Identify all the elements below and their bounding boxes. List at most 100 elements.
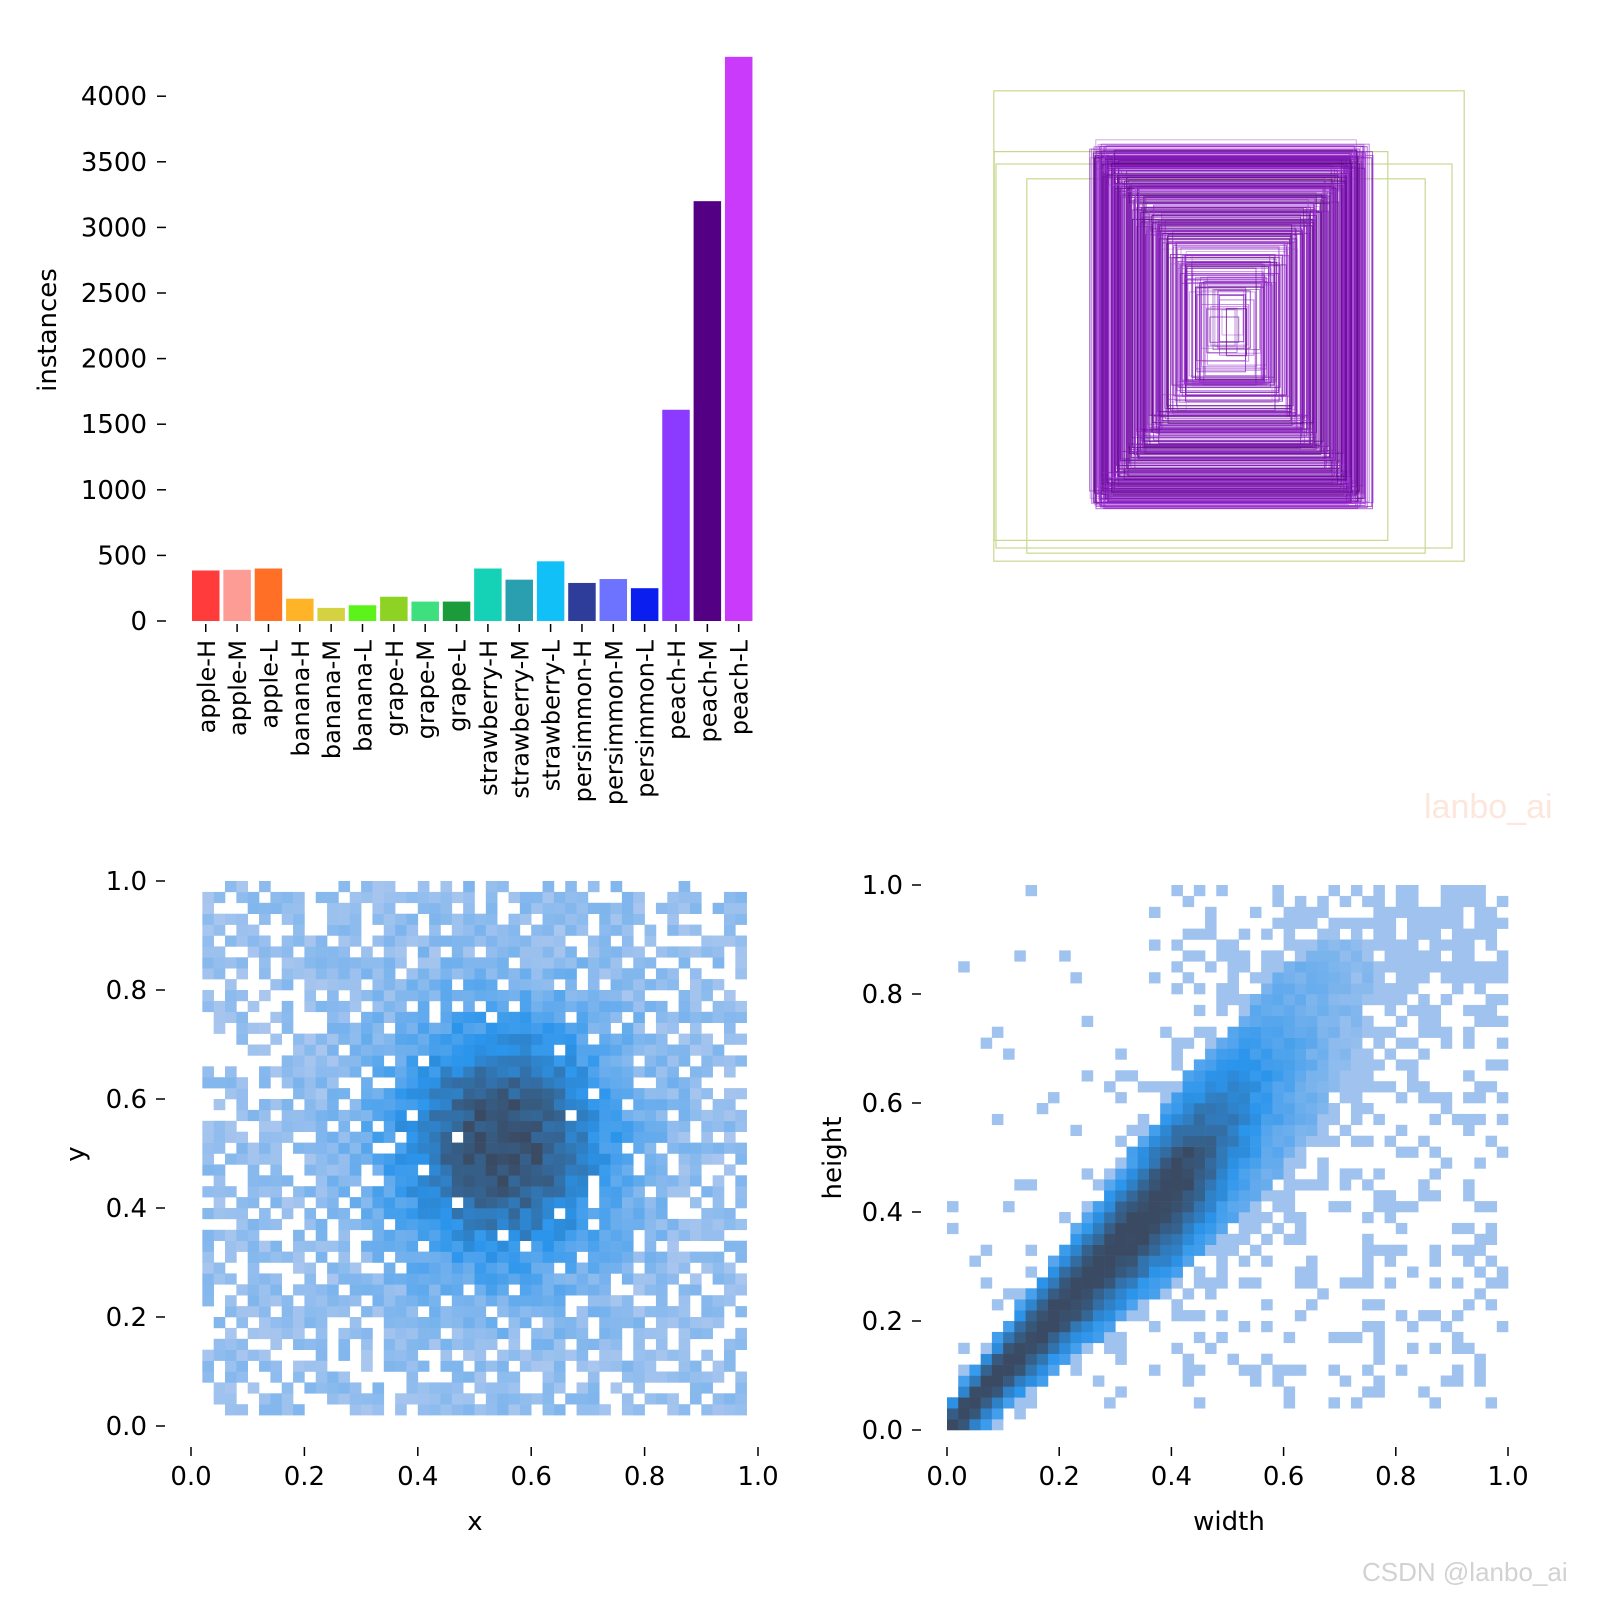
wh-heatmap-cell (1395, 1124, 1408, 1136)
xy-heatmap-cell (519, 1033, 532, 1045)
xy-heatmap-cell (202, 1186, 214, 1198)
xy-heatmap-cell (304, 1033, 317, 1045)
wh-heatmap-cell (1463, 1222, 1475, 1235)
xy-heatmap-cell (712, 1142, 725, 1154)
wh-heatmap-cell (1317, 1004, 1329, 1017)
xy-heatmap-cell (621, 902, 634, 914)
wh-heatmap-cell (1249, 1048, 1262, 1060)
xy-heatmap-cell (451, 1033, 464, 1045)
xy-heatmap-cell (474, 1142, 487, 1154)
wh-heatmap-cell (1463, 1179, 1475, 1191)
xy-heatmap-cell (689, 1284, 702, 1296)
xy-heatmap-cell (315, 935, 328, 947)
xy-heatmap-cell (440, 881, 453, 893)
xy-heatmap-cell (542, 1349, 555, 1361)
xy-heatmap-cell (553, 1186, 566, 1198)
xy-heatmap-cell (644, 1371, 657, 1383)
y-tick-label: 4000 (81, 82, 147, 112)
xy-heatmap-cell (247, 1186, 260, 1198)
xy-heatmap-cell (587, 1284, 600, 1296)
xy-heatmap-cell (735, 1175, 747, 1187)
wh-heatmap-cell (1339, 972, 1352, 984)
xy-heatmap-cell (440, 1208, 453, 1220)
wh-heatmap-cell (1014, 1321, 1026, 1333)
xy-heatmap-cell (259, 1208, 271, 1220)
xy-heatmap-cell (633, 957, 645, 969)
csdn-watermark: CSDN @lanbo_ai (1362, 1557, 1568, 1587)
xy-heatmap-cell (553, 1077, 566, 1089)
xy-heatmap-cell (202, 1000, 214, 1013)
xy-heatmap-cell (383, 1099, 396, 1111)
xy-heatmap-cell (508, 1011, 521, 1023)
xy-heatmap-cell (338, 1131, 351, 1143)
xy-heatmap-cell (701, 1306, 713, 1318)
xy-heatmap-cell (599, 1153, 611, 1165)
wh-heatmap-cell (1070, 972, 1082, 984)
xy-heatmap-cell (542, 1229, 555, 1241)
wh-heatmap-cell (1395, 1201, 1408, 1213)
wh-heatmap-cell (1317, 972, 1329, 984)
wh-heatmap-cell (1485, 972, 1498, 984)
xy-heatmap-cell (315, 1218, 328, 1231)
wh-heatmap-cell (1126, 1168, 1139, 1180)
wh-heatmap-cell (1261, 983, 1273, 995)
xy-heatmap-cell (327, 1044, 339, 1056)
xy-heatmap-cell (259, 1077, 271, 1089)
xy-heatmap-cell (678, 1164, 691, 1176)
xy-heatmap-cell (723, 1284, 736, 1296)
xy-heatmap-cell (474, 913, 487, 925)
wh-heatmap-cell (1272, 1222, 1284, 1235)
wh-heatmap-cell (1317, 1037, 1329, 1049)
wh-heatmap-cell (1440, 1103, 1453, 1115)
xy-heatmap-cell (315, 1077, 328, 1089)
wh-heatmap-cell (1182, 1157, 1195, 1169)
xy-heatmap-cell (633, 1327, 645, 1340)
xy-heatmap-cell (213, 891, 226, 904)
wh-heatmap-cell (1148, 1201, 1161, 1213)
xy-heatmap-cell (304, 1284, 317, 1296)
xy-heatmap-cell (327, 1055, 339, 1067)
wh-heatmap-cell (1362, 1266, 1374, 1278)
xy-heatmap-cell (723, 1262, 736, 1274)
xy-heatmap-cell (440, 1175, 453, 1187)
xy-heatmap-cell (338, 1240, 351, 1252)
xy-heatmap-cell (655, 902, 668, 914)
xy-heatmap-cell (315, 1349, 328, 1361)
wh-heatmap-cell (1137, 1081, 1150, 1093)
wh-heatmap-cell (1193, 983, 1206, 995)
xy-heatmap-cell (599, 1088, 611, 1100)
xy-heatmap-cell (417, 1175, 430, 1187)
wh-heatmap-cell (1306, 917, 1318, 929)
xy-heatmap-cell (587, 1011, 600, 1023)
xy-heatmap-cell (281, 1099, 294, 1111)
xy-heatmap-cell (667, 1404, 679, 1416)
xy-heatmap-cell (236, 1077, 248, 1089)
wh-heatmap-cell (1081, 1266, 1094, 1278)
xy-heatmap-cell (474, 1033, 487, 1045)
wh-heatmap-cell (1463, 1342, 1475, 1354)
wh-heatmap-cell (1294, 1277, 1307, 1289)
xy-heatmap-cell (553, 1164, 566, 1176)
wh-heatmap-cell (1395, 961, 1408, 973)
xy-heatmap-cell (712, 1208, 725, 1220)
wh-heatmap-cell (1350, 1081, 1363, 1093)
xy-heatmap-cell (213, 1099, 226, 1111)
wh-heatmap-cell (1384, 1004, 1397, 1017)
wh-heatmap-cell (1328, 939, 1340, 951)
xy-heatmap-cell (338, 1011, 351, 1023)
xy-heatmap-cell (655, 1011, 668, 1023)
xy-heatmap-cell (712, 1295, 725, 1307)
wh-heatmap-x-label: width (1193, 1507, 1265, 1537)
xy-heatmap-cell (644, 1055, 657, 1067)
xy-heatmap-cell (225, 1338, 237, 1350)
xy-heatmap-cell (565, 946, 577, 958)
wh-heatmap-cell (1328, 950, 1340, 962)
wh-heatmap-cell (1463, 1004, 1475, 1017)
xy-heatmap-cell (372, 1011, 385, 1023)
xy-heatmap-cell (712, 935, 725, 947)
xy-heatmap-cell (678, 1295, 691, 1307)
wh-heatmap-cell (1272, 1364, 1284, 1376)
fruit-box-outline (1120, 186, 1326, 459)
wh-heatmap-cell (1429, 939, 1441, 951)
xy-heatmap-cell (644, 1393, 657, 1405)
